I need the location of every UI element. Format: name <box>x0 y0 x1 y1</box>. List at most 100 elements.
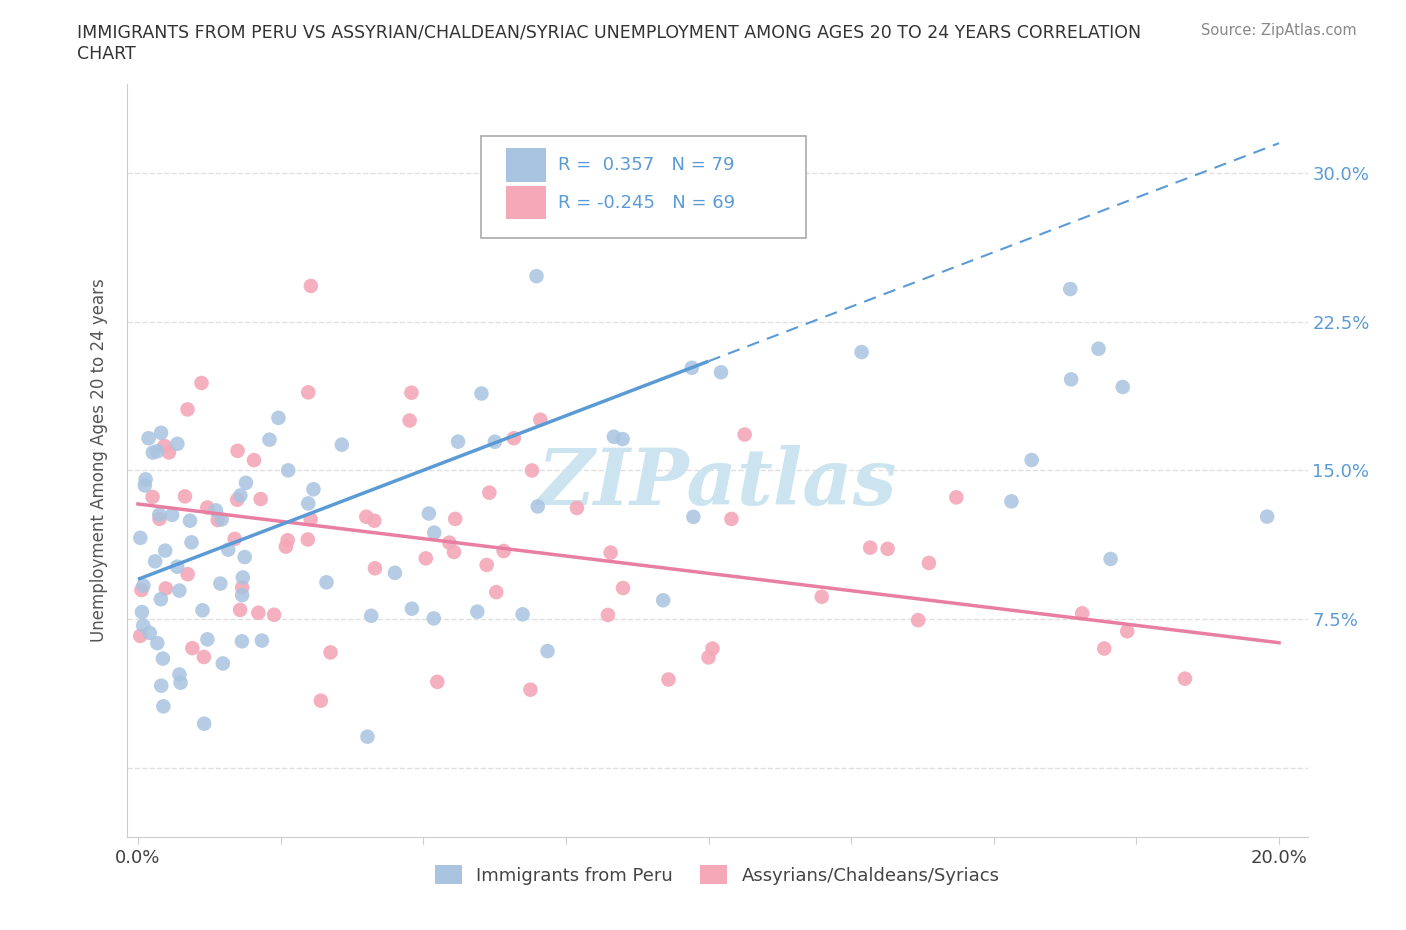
Point <box>143 554 166 569</box>
Point <box>681 360 703 375</box>
Point <box>720 512 742 526</box>
Point <box>475 557 498 572</box>
Point <box>426 674 449 689</box>
Point <box>398 413 420 428</box>
Point <box>418 506 440 521</box>
Point <box>603 430 626 445</box>
Point <box>1174 671 1197 686</box>
Point <box>297 532 319 547</box>
Point <box>330 437 353 452</box>
Point <box>148 507 170 522</box>
Point <box>415 551 437 565</box>
Text: CHART: CHART <box>77 45 136 62</box>
Point <box>141 489 163 504</box>
Point <box>160 508 183 523</box>
Point <box>146 636 169 651</box>
Point <box>146 444 169 458</box>
Point <box>1021 453 1043 468</box>
Point <box>129 530 152 545</box>
Point <box>512 607 534 622</box>
Point <box>231 634 253 649</box>
Point <box>217 542 239 557</box>
Point <box>519 683 541 698</box>
Point <box>492 543 515 558</box>
Point <box>129 629 152 644</box>
Text: IMMIGRANTS FROM PERU VS ASSYRIAN/CHALDEAN/SYRIAC UNEMPLOYMENT AMONG AGES 20 TO 2: IMMIGRANTS FROM PERU VS ASSYRIAN/CHALDEA… <box>77 23 1142 41</box>
Point <box>233 550 256 565</box>
Point <box>169 675 191 690</box>
Point <box>181 641 204 656</box>
Point <box>263 607 285 622</box>
Point <box>384 565 406 580</box>
Point <box>229 603 252 618</box>
Point <box>502 431 524 445</box>
Point <box>309 693 332 708</box>
Text: R = -0.245   N = 69: R = -0.245 N = 69 <box>558 193 735 212</box>
Point <box>1000 494 1022 509</box>
Point <box>150 678 173 693</box>
Point <box>439 535 461 550</box>
Point <box>232 570 254 585</box>
Point <box>447 434 470 449</box>
Point <box>319 645 342 660</box>
Point <box>153 439 176 454</box>
Point <box>148 512 170 526</box>
Point <box>132 578 155 593</box>
Point <box>205 503 228 518</box>
Point <box>478 485 501 500</box>
Point <box>179 513 201 528</box>
Point <box>1071 605 1094 620</box>
Point <box>612 432 634 446</box>
Point <box>520 463 543 478</box>
Point <box>247 605 270 620</box>
Point <box>142 445 165 460</box>
Point <box>356 729 378 744</box>
Point <box>174 489 197 504</box>
Point <box>231 588 253 603</box>
Text: ZIPatlas: ZIPatlas <box>537 445 897 521</box>
Point <box>135 472 157 486</box>
Point <box>423 525 446 540</box>
Point <box>945 490 967 505</box>
Point <box>1099 551 1122 566</box>
Point <box>1116 624 1139 639</box>
Point <box>364 561 387 576</box>
Point <box>166 559 188 574</box>
Point <box>907 613 929 628</box>
Point <box>259 432 281 447</box>
Point <box>1059 282 1081 297</box>
Point <box>176 402 198 417</box>
Point <box>169 667 191 682</box>
Point <box>207 512 229 527</box>
Point <box>169 583 191 598</box>
Point <box>443 545 465 560</box>
Point <box>209 577 232 591</box>
Point <box>876 541 898 556</box>
Point <box>155 581 177 596</box>
Point <box>810 590 832 604</box>
Point <box>277 533 299 548</box>
Point <box>197 631 219 646</box>
Legend: Immigrants from Peru, Assyrians/Chaldeans/Syriacs: Immigrants from Peru, Assyrians/Chaldean… <box>427 858 1007 892</box>
Point <box>485 585 508 600</box>
Point <box>195 500 218 515</box>
Point <box>297 385 319 400</box>
Point <box>138 626 160 641</box>
FancyBboxPatch shape <box>506 186 546 219</box>
Point <box>918 555 941 570</box>
Point <box>1112 379 1135 394</box>
Point <box>176 566 198 581</box>
Point <box>356 510 378 525</box>
Point <box>536 644 558 658</box>
Point <box>859 540 882 555</box>
Point <box>1256 509 1278 524</box>
Point <box>1092 641 1115 656</box>
Point <box>851 345 873 360</box>
Point <box>612 580 634 595</box>
Point <box>190 376 212 391</box>
Point <box>401 602 423 617</box>
Point <box>484 434 506 449</box>
Point <box>734 427 756 442</box>
Point <box>211 656 233 671</box>
Point <box>224 531 246 546</box>
